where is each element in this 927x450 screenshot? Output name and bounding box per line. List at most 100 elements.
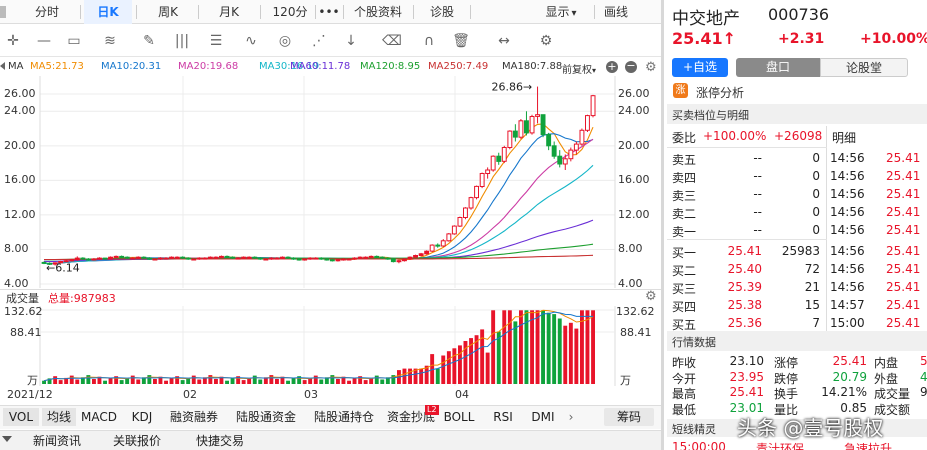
- tab-related-quotes[interactable]: 关联报价: [112, 434, 161, 448]
- volume-bar: [408, 368, 412, 384]
- pen-icon[interactable]: ✎: [143, 33, 155, 49]
- stat-label: 成交量: [874, 387, 911, 401]
- chart-settings-icon[interactable]: ⚙: [645, 60, 657, 75]
- tab-margin[interactable]: 融资融券: [169, 410, 218, 424]
- vol-ytick: 88.41: [10, 326, 42, 339]
- volume-settings-icon[interactable]: ⚙: [645, 289, 657, 304]
- limit-up-analysis-link[interactable]: 涨停分析: [696, 86, 745, 100]
- tab-kdj[interactable]: KDJ: [131, 410, 153, 424]
- eraser-icon[interactable]: ⌫: [382, 33, 402, 49]
- channel-icon[interactable]: ☰: [209, 33, 223, 49]
- pane-divider[interactable]: [661, 0, 664, 450]
- tab-stock-info[interactable]: 个股资料: [353, 5, 402, 19]
- tab-dmi[interactable]: DMI: [531, 410, 555, 424]
- tab-order-panel[interactable]: 盘口: [736, 58, 820, 77]
- news-collapse-icon[interactable]: [2, 436, 12, 442]
- add-watchlist-button[interactable]: +自选: [672, 58, 728, 77]
- adjust-dropdown[interactable]: 前复权▾: [562, 65, 597, 76]
- rect-icon[interactable]: ▭: [67, 33, 81, 49]
- tab-monthly-k[interactable]: 月K: [219, 5, 239, 19]
- volume-chart[interactable]: [0, 306, 661, 386]
- tab-macd[interactable]: MACD: [81, 410, 117, 424]
- detail-label: 明细: [832, 131, 857, 145]
- arrow-down-icon[interactable]: ↓: [345, 33, 357, 49]
- ask-row[interactable]: 卖四 -- 0: [672, 168, 830, 186]
- ma-line-ma250: [44, 254, 594, 261]
- market-header: [667, 331, 927, 351]
- ask-row[interactable]: 卖三 -- 0: [672, 186, 830, 204]
- trash-icon[interactable]: 🗑: [452, 33, 470, 49]
- bars-icon[interactable]: |||: [174, 33, 190, 49]
- price-chart[interactable]: 26.86→ ←6.14: [0, 76, 661, 288]
- candle: [529, 114, 535, 135]
- bid-row[interactable]: 买四 25.38 15: [672, 297, 830, 315]
- ma-collapse-icon[interactable]: [0, 62, 5, 70]
- candle: [463, 207, 468, 220]
- vol-unit-right: 万: [620, 374, 631, 387]
- stock-name: 中交地产: [672, 9, 740, 29]
- ask-row[interactable]: 卖五 -- 0: [672, 150, 830, 168]
- tab-more[interactable]: •••: [318, 5, 340, 19]
- tab-rsi[interactable]: RSI: [493, 410, 513, 424]
- volume-bar: [336, 379, 340, 384]
- volume-bar: [219, 376, 224, 384]
- volume-bar: [263, 377, 268, 384]
- tab-ma[interactable]: 均线: [42, 408, 76, 426]
- tab-bottom-fishing[interactable]: 资金抄底: [386, 410, 435, 424]
- tab-hk-flow[interactable]: 陆股通资金: [235, 410, 296, 424]
- tab-vol[interactable]: VOL: [3, 408, 39, 426]
- ma-value: MA250:7.49: [428, 61, 489, 72]
- candle: [457, 216, 463, 227]
- line-icon[interactable]: —: [37, 33, 51, 49]
- candle: [291, 257, 297, 260]
- tab-120min[interactable]: 120分: [272, 5, 308, 19]
- bid-row[interactable]: 买一 25.41 25983: [672, 243, 830, 261]
- volume-bar: [574, 328, 579, 384]
- bid-row[interactable]: 买五 25.36 7: [672, 315, 830, 333]
- crosshair-icon[interactable]: ✛: [7, 33, 19, 49]
- candle: [446, 233, 452, 242]
- ask-row[interactable]: 卖一 -- 0: [672, 222, 830, 240]
- cycle-icon[interactable]: ◎: [278, 33, 292, 49]
- volume-bar: [286, 380, 290, 384]
- chip-button[interactable]: 筹码: [604, 408, 654, 426]
- ma-value: MA5:21.73: [30, 61, 84, 72]
- tab-forum[interactable]: 论股堂: [820, 58, 908, 77]
- bid-row[interactable]: 买三 25.39 21: [672, 279, 830, 297]
- wave-icon[interactable]: ∿: [245, 33, 257, 49]
- tab-news[interactable]: 新闻资讯: [32, 434, 81, 448]
- tab-hk-hold[interactable]: 陆股通持仓: [313, 410, 374, 424]
- display-dropdown[interactable]: 显示 ▾: [545, 5, 577, 19]
- tab-diagnose[interactable]: 诊股: [429, 5, 454, 19]
- level-label: 卖三: [672, 189, 697, 203]
- candle: [196, 257, 202, 260]
- settings-icon[interactable]: ⚙: [539, 33, 553, 49]
- tab-intraday[interactable]: 分时: [34, 5, 59, 19]
- candle: [352, 257, 358, 260]
- short-item-stock[interactable]: 青汁环保: [756, 442, 805, 450]
- volume-bar: [347, 380, 351, 384]
- scroll-right-icon[interactable]: ›: [568, 410, 574, 424]
- price-ytick-right: 8.00: [618, 242, 643, 256]
- tab-weekly-k[interactable]: 周K: [158, 5, 178, 19]
- draw-line-button[interactable]: 画线: [603, 5, 628, 19]
- volume-bar: [191, 375, 196, 384]
- volume-bar: [507, 310, 512, 384]
- sidebar-collapse-icon[interactable]: [0, 6, 6, 18]
- ask-row[interactable]: 卖二 -- 0: [672, 204, 830, 222]
- split-icon[interactable]: ↔: [498, 33, 510, 49]
- price-ytick-right: 12.00: [618, 207, 650, 221]
- tab-daily-k[interactable]: 日K: [84, 0, 132, 24]
- zoom-in-icon[interactable]: +: [606, 60, 618, 73]
- bid-row[interactable]: 买二 25.40 72: [672, 261, 830, 279]
- zoom-out-icon[interactable]: −: [625, 59, 637, 73]
- magnet-icon[interactable]: ∩: [423, 33, 435, 49]
- tab-boll[interactable]: BOLL: [443, 410, 475, 424]
- fan-icon[interactable]: ≋: [104, 33, 116, 49]
- chevron-down-icon: ▾: [592, 66, 597, 75]
- volume-bar: [147, 375, 152, 384]
- candle: [418, 252, 424, 257]
- tab-quick-trade[interactable]: 快捷交易: [195, 434, 244, 448]
- volume-bar: [474, 335, 479, 384]
- gann-icon[interactable]: ⋰: [312, 33, 326, 49]
